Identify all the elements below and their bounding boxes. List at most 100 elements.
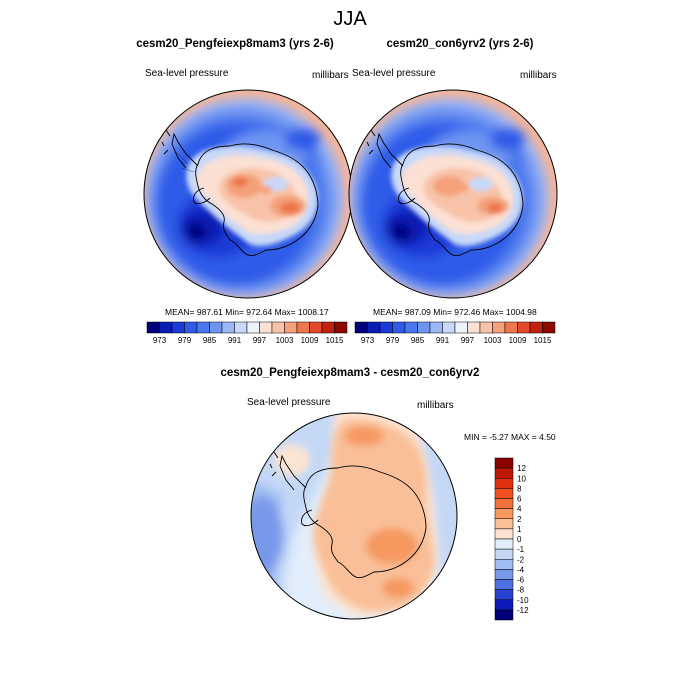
panel-2-colorbar-tick-label: 991	[436, 336, 450, 345]
panel-2-colorbar-swatch	[404, 321, 418, 334]
panel-2-colorbar-tick-label: 973	[361, 336, 375, 345]
panel-3-coastline	[269, 451, 427, 579]
panel-3-colorbar-swatch	[494, 609, 514, 621]
panel-3-colorbar-swatch	[494, 488, 514, 499]
panel-1-coastline	[161, 129, 319, 257]
panel-2-colorbar-swatch	[529, 321, 543, 334]
panel-3-colorbar-tick-label: 10	[517, 474, 526, 483]
panel-1-colorbar-tick-label: 1009	[301, 336, 319, 345]
panel-1-colorbar-swatch	[246, 321, 260, 334]
panel-1-graticule	[175, 151, 195, 173]
panel-3-colorbar-swatch	[494, 579, 514, 590]
panel-3-colorbar-tick-label: -12	[517, 606, 529, 615]
panel-1-colorbar: 973 979 985 991 997 1003 1009 1015	[146, 321, 348, 345]
panel-1-colorbar-swatch	[284, 321, 298, 334]
panel-2-map	[348, 89, 558, 299]
panel-2-colorbar-swatch	[517, 321, 531, 334]
panel-1-colorbar-swatch	[184, 321, 198, 334]
panel-3-colorbar-tick-label: -1	[517, 545, 525, 554]
panel-1-colorbar-swatch	[171, 321, 185, 334]
panel-3-colorbar-swatch	[494, 528, 514, 540]
panel-2-colorbar: 973 979 985 991 997 1003 1009 1015	[354, 321, 556, 345]
panel-2-colorbar-swatch	[467, 321, 481, 334]
panel-2-colorbar-swatch	[367, 321, 381, 334]
panel-2-colorbar-swatch	[392, 321, 406, 334]
panel-3-colorbar-swatch	[494, 538, 514, 550]
panel-2-colorbar-swatch	[504, 321, 518, 334]
panel-1-colorbar-swatch	[296, 321, 310, 334]
panel-1-colorbar-swatch	[221, 321, 235, 334]
panel-3-colorbar-tick-label: 0	[517, 535, 522, 544]
panel-3-colorbar-tick-label: -10	[517, 596, 529, 605]
panel-2-colorbar-swatch	[429, 321, 443, 334]
panel-2-colorbar-tick-label: 1009	[509, 336, 527, 345]
panel-1-stats: MEAN= 987.61 Min= 972.64 Max= 1008.17	[165, 307, 329, 317]
panel-2-colorbar-swatch	[542, 321, 556, 334]
panel-3-title: cesm20_Pengfeiexp8mam3 - cesm20_con6yrv2	[220, 367, 480, 379]
panel-3-field	[251, 413, 457, 619]
panel-2-map-border	[348, 89, 558, 299]
panel-3-colorbar-tick-label: 4	[517, 505, 522, 514]
panel-1-colorbar-tick-label: 1003	[276, 336, 294, 345]
panel-2-colorbar-swatch	[492, 321, 506, 334]
panel-3-colorbar-tick-label: 2	[517, 515, 522, 524]
panel-2-colorbar-swatch	[354, 321, 368, 334]
panel-3-colorbar-swatch	[494, 559, 514, 570]
panel-3-colorbar-tick-label: -8	[517, 586, 525, 595]
panel-3-colorbar-swatch	[494, 548, 514, 560]
panel-2-colorbar-tick-label: 1015	[534, 336, 552, 345]
panel-3-colorbar-tick-label: -2	[517, 555, 525, 564]
panel-1-units-label: millibars	[312, 70, 349, 81]
panel-3-colorbar-swatch	[494, 508, 514, 519]
panel-3-variable-label: Sea-level pressure	[247, 397, 331, 408]
panel-3-colorbar-swatch	[494, 518, 514, 530]
panel-2-stats: MEAN= 987.09 Min= 972.46 Max= 1004.98	[373, 307, 537, 317]
panel-3-colorbar-tick-label: 12	[517, 464, 526, 473]
panel-1-colorbar-swatch	[271, 321, 285, 334]
panel-2-colorbar-tick-label: 985	[411, 336, 425, 345]
panel-1-colorbar-tick-label: 997	[253, 336, 267, 345]
panel-1-colorbar-tick-label: 991	[228, 336, 242, 345]
panel-2-field	[349, 90, 557, 298]
panel-1-colorbar-swatch	[259, 321, 273, 334]
panel-3-stats: MIN = -5.27 MAX = 4.50	[464, 432, 556, 442]
panel-1-title: cesm20_Pengfeiexp8mam3 (yrs 2-6)	[136, 38, 334, 50]
panel-2-units-label: millibars	[520, 70, 557, 81]
panel-3-colorbar-tick-label: 6	[517, 495, 522, 504]
panel-3-colorbar-tick-label: 8	[517, 484, 522, 493]
panel-3-colorbar-swatch	[494, 467, 514, 479]
panel-2-title: cesm20_con6yrv2 (yrs 2-6)	[386, 38, 534, 50]
panel-1-field	[144, 90, 352, 298]
panel-3-colorbar-swatch	[494, 457, 514, 469]
panel-1-colorbar-swatch	[159, 321, 173, 334]
panel-1-colorbar-tick-label: 973	[153, 336, 167, 345]
panel-3-units-label: millibars	[417, 400, 454, 411]
panel-1-colorbar-swatch	[309, 321, 323, 334]
panel-1-map	[143, 89, 353, 299]
panel-3-colorbar-tick-label: 1	[517, 525, 522, 534]
panel-3-colorbar-swatch	[494, 478, 514, 489]
panel-1-colorbar-swatch	[209, 321, 223, 334]
panel-1-colorbar-swatch	[146, 321, 160, 334]
panel-3-map	[250, 412, 458, 620]
panel-2-colorbar-tick-label: 1003	[484, 336, 502, 345]
panel-2-colorbar-swatch	[442, 321, 456, 334]
panel-2-coastline	[366, 129, 524, 257]
panel-3-colorbar-swatch	[494, 589, 514, 600]
panel-2-colorbar-tick-label: 997	[461, 336, 475, 345]
panel-2-colorbar-tick-label: 979	[386, 336, 400, 345]
panel-2-colorbar-swatch	[479, 321, 493, 334]
panel-3-colorbar-swatch	[494, 498, 514, 509]
panel-1-colorbar-tick-label: 985	[203, 336, 217, 345]
panel-1-variable-label: Sea-level pressure	[145, 68, 229, 79]
panel-2-variable-label: Sea-level pressure	[352, 68, 436, 79]
panel-3-colorbar-tick-label: -6	[517, 576, 525, 585]
panel-1-colorbar-swatch	[196, 321, 210, 334]
panel-1-colorbar-swatch	[334, 321, 348, 334]
panel-2-colorbar-swatch	[454, 321, 468, 334]
panel-3-map-border	[250, 412, 458, 620]
panel-1-colorbar-tick-label: 979	[178, 336, 192, 345]
panel-2-colorbar-swatch	[417, 321, 431, 334]
panel-3-colorbar-tick-label: -4	[517, 565, 525, 574]
